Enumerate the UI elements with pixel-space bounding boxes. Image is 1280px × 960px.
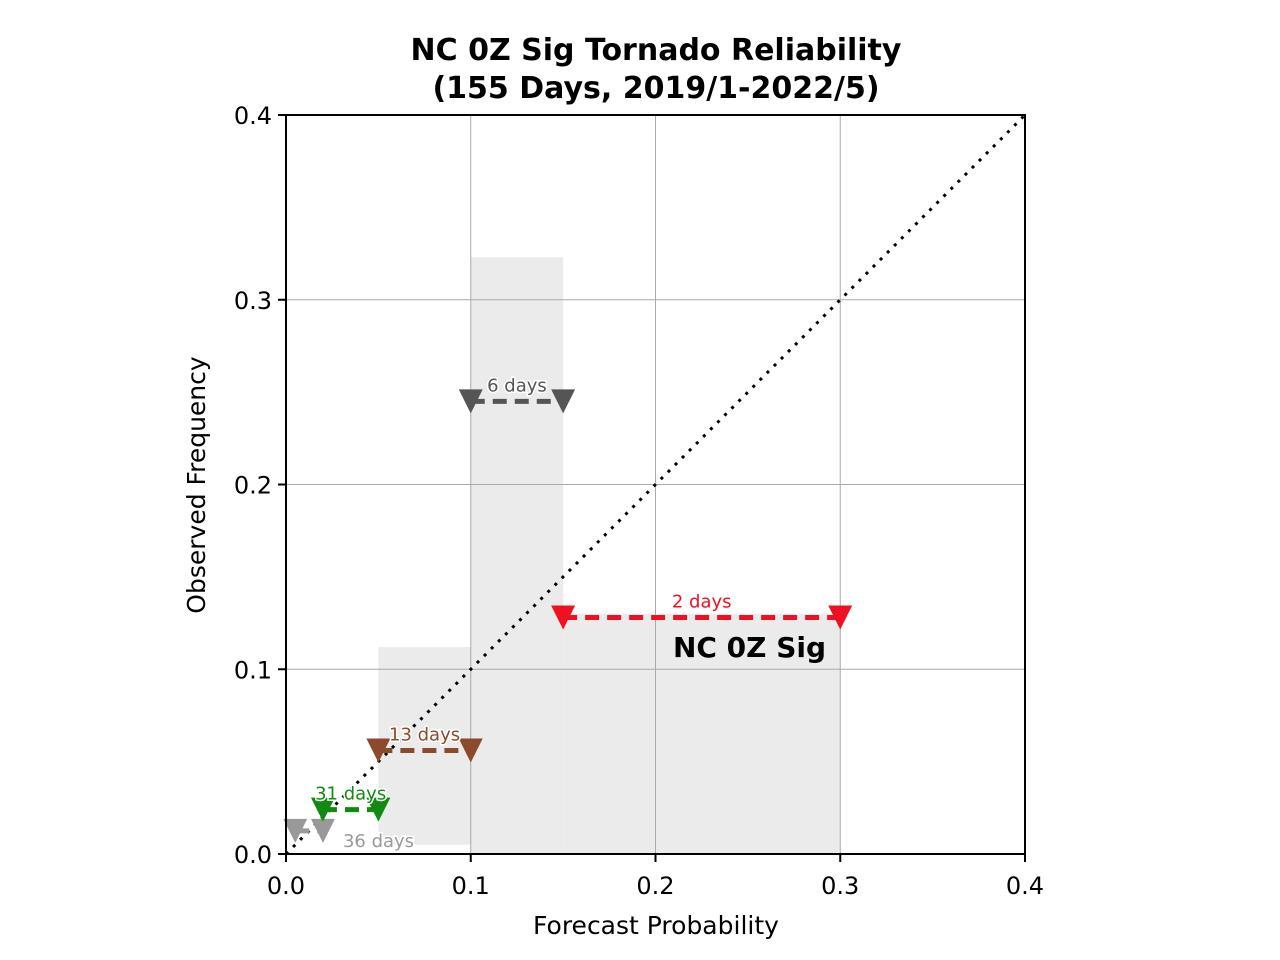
bin-days-label-3: 6 days: [487, 375, 547, 396]
uncertainty-bars: [378, 257, 841, 854]
range-bar-3: [470, 257, 564, 854]
bin-marker-high-4: [828, 605, 853, 630]
x-axis-label: Forecast Probability: [533, 911, 779, 940]
bin-marker-high-1: [366, 797, 391, 822]
bin-marker-high-0: [310, 818, 335, 843]
model-annotation: NC 0Z Sig: [673, 631, 826, 664]
y-axis-label: Observed Frequency: [182, 356, 211, 614]
y-tick-label-0: 0.0: [234, 841, 272, 869]
bin-days-label-4: 2 days: [672, 592, 732, 613]
x-tick-label-1: 0.1: [452, 872, 490, 900]
bin-marker-low-4: [551, 605, 576, 630]
bin-marker-low-3: [458, 389, 483, 414]
y-tick-label-3: 0.3: [234, 287, 272, 315]
x-tick-label-2: 0.2: [636, 872, 674, 900]
x-tick-label-4: 0.4: [1006, 872, 1044, 900]
bin-days-label-0: 36 days: [343, 831, 414, 852]
chart-title-line-1: NC 0Z Sig Tornado Reliability: [411, 33, 902, 68]
bin-days-label-1: 31 days: [315, 784, 386, 805]
bin-marker-high-2: [458, 738, 483, 763]
perfect-reliability-diagonal: [284, 113, 1027, 856]
y-tick-label-2: 0.2: [234, 472, 272, 500]
x-tick-label-0: 0.0: [267, 872, 305, 900]
y-tick-label-4: 0.4: [234, 102, 272, 130]
chart-title-line-2: (155 Days, 2019/1-2022/5): [432, 71, 879, 106]
range-bar-4: [563, 613, 841, 854]
bin-marker-high-3: [551, 389, 576, 414]
x-tick-label-3: 0.3: [821, 872, 859, 900]
y-tick-label-1: 0.1: [234, 656, 272, 684]
bin-marker-low-2: [366, 738, 391, 763]
axis-ticks: 0.0 0.1 0.2 0.3 0.4 0.0 0.1 0.2 0.3 0.4: [234, 102, 1044, 900]
bin-marker-low-1: [310, 797, 335, 822]
bin-days-label-2: 13 days: [389, 725, 460, 746]
reliability-markers: 36 days 31 days 13 days 6 days 2 days: [283, 374, 853, 853]
bin-marker-low-0: [283, 818, 308, 843]
